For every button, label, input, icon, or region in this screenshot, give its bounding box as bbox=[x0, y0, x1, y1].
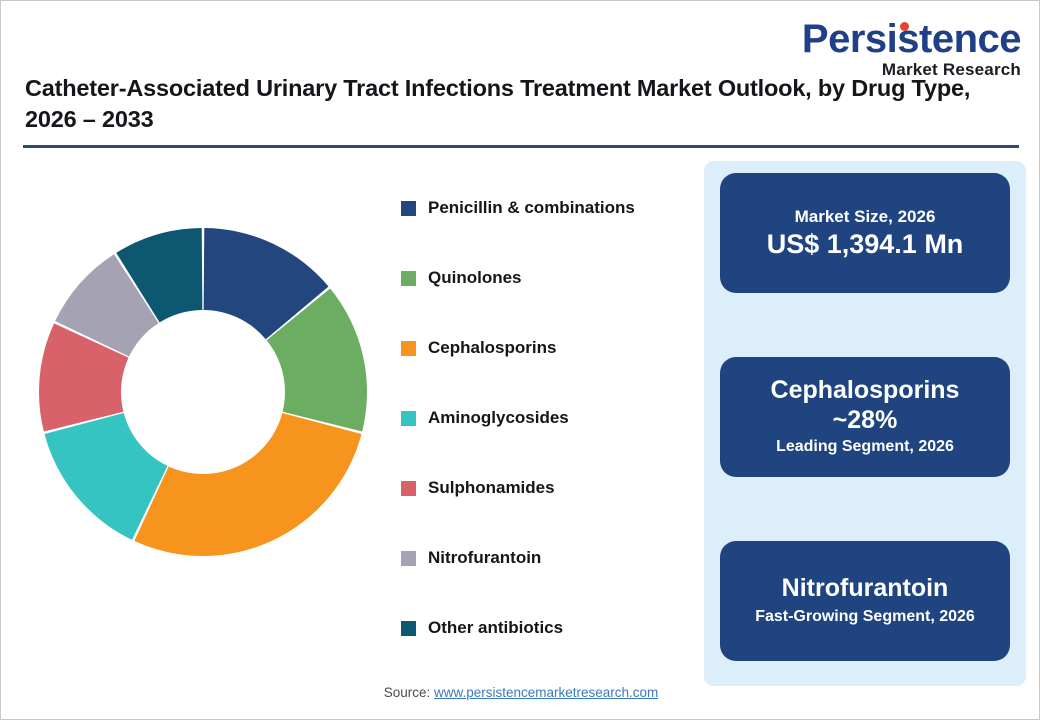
donut-slice-group bbox=[39, 228, 367, 556]
legend-item-label: Sulphonamides bbox=[428, 478, 555, 497]
legend-item-label: Other antibiotics bbox=[428, 618, 564, 637]
title-divider bbox=[23, 145, 1019, 148]
page-title: Catheter-Associated Urinary Tract Infect… bbox=[25, 75, 971, 132]
legend-item-label: Quinolones bbox=[428, 268, 522, 287]
donut-chart-svg bbox=[39, 228, 367, 556]
chart-legend: Penicillin & combinations Quinolones Cep… bbox=[401, 173, 701, 663]
legend-item-other-antibiotics[interactable]: Other antibiotics bbox=[401, 593, 701, 663]
legend-item-aminoglycosides[interactable]: Aminoglycosides bbox=[401, 383, 701, 453]
callout-leading-segment: Cephalosporins ~28% Leading Segment, 202… bbox=[720, 357, 1010, 477]
legend-item-label: Penicillin & combinations bbox=[428, 198, 635, 217]
callout-percent: ~28% bbox=[832, 405, 898, 434]
legend-swatch-icon bbox=[401, 480, 416, 496]
legend-item-label: Nitrofurantoin bbox=[428, 548, 542, 567]
legend-swatch-icon bbox=[401, 200, 416, 216]
brand-logo-name: Persistence bbox=[801, 17, 1022, 61]
legend-item-nitrofurantoin[interactable]: Nitrofurantoin bbox=[401, 523, 701, 593]
brand-logo-tagline: Market Research bbox=[881, 60, 1021, 79]
callout-market-size: Market Size, 2026 US$ 1,394.1 Mn bbox=[720, 173, 1010, 293]
legend-swatch-icon bbox=[401, 620, 416, 636]
brand-logo-text: Persistence bbox=[801, 17, 1022, 61]
legend-swatch-icon bbox=[401, 550, 416, 566]
source-link[interactable]: www.persistencemarketresearch.com bbox=[433, 685, 659, 700]
legend-item-penicillin[interactable]: Penicillin & combinations bbox=[401, 173, 701, 243]
legend-item-label: Cephalosporins bbox=[428, 338, 557, 357]
highlights-panel: Market Size, 2026 US$ 1,394.1 Mn Cephalo… bbox=[704, 161, 1026, 686]
legend-item-label: Aminoglycosides bbox=[428, 408, 569, 427]
callout-title: Nitrofurantoin bbox=[781, 574, 949, 603]
legend-swatch-icon bbox=[401, 410, 416, 426]
callout-subtitle: Fast-Growing Segment, 2026 bbox=[755, 607, 975, 625]
legend-item-sulphonamides[interactable]: Sulphonamides bbox=[401, 453, 701, 523]
donut-slice[interactable] bbox=[55, 254, 159, 357]
brand-logo: Persistence Market Research bbox=[801, 17, 1022, 79]
donut-slice[interactable] bbox=[44, 413, 168, 540]
source-line: Source: www.persistencemarketresearch.co… bbox=[1, 685, 1040, 700]
legend-item-quinolones[interactable]: Quinolones bbox=[401, 243, 701, 313]
callout-value: US$ 1,394.1 Mn bbox=[766, 228, 964, 259]
donut-chart bbox=[21, 211, 391, 581]
donut-slice[interactable] bbox=[203, 228, 329, 340]
callout-subtitle: Leading Segment, 2026 bbox=[776, 437, 954, 455]
donut-slice[interactable] bbox=[39, 323, 129, 432]
donut-slice[interactable] bbox=[134, 413, 362, 556]
legend-swatch-icon bbox=[401, 340, 416, 356]
logo-dot-icon bbox=[899, 22, 909, 31]
donut-slice[interactable] bbox=[116, 228, 203, 323]
legend-item-cephalosporins[interactable]: Cephalosporins bbox=[401, 313, 701, 383]
legend-swatch-icon bbox=[401, 270, 416, 286]
source-prefix: Source: bbox=[383, 685, 434, 700]
callout-label: Market Size, 2026 bbox=[794, 206, 936, 226]
callout-title: Cephalosporins bbox=[770, 376, 960, 405]
callout-fast-growing-segment: Nitrofurantoin Fast-Growing Segment, 202… bbox=[720, 541, 1010, 661]
donut-slice[interactable] bbox=[266, 288, 367, 432]
